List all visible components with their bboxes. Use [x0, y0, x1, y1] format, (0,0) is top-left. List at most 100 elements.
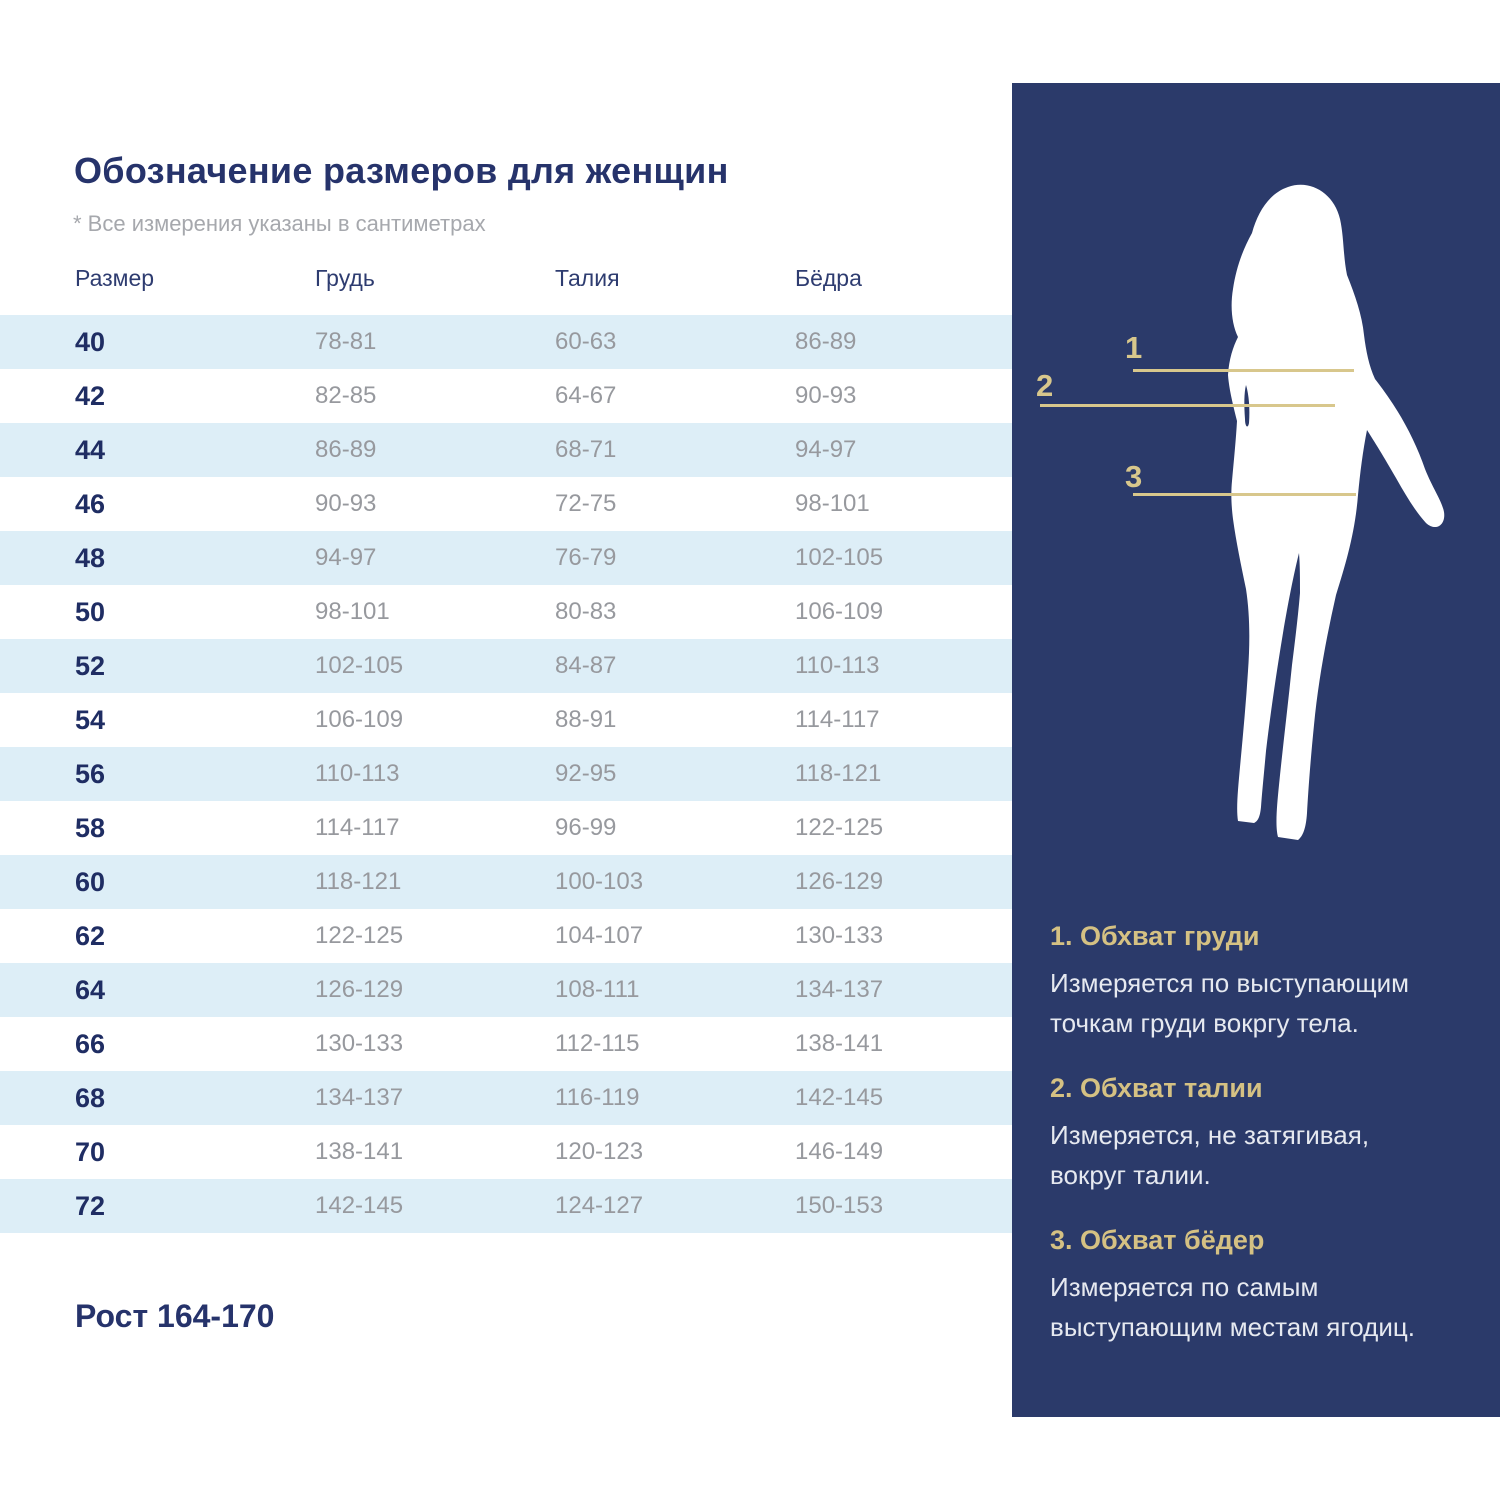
size-cell: 46 — [75, 488, 106, 519]
table-row: 70 138-141 120-123 146-149 — [0, 1125, 1012, 1179]
measure-cell: 72-75 — [555, 490, 617, 517]
waist-measure-line — [1040, 404, 1335, 407]
size-cell: 72 — [75, 1190, 106, 1221]
instruction-waist-title: 2. Обхват талии — [1050, 1073, 1263, 1103]
measure-cell: 138-141 — [315, 1138, 404, 1165]
instruction-hips: 3. Обхват бёдер Измеряется по самым выст… — [1050, 1223, 1474, 1347]
measure-cell: 96-99 — [555, 814, 617, 841]
measure-cell: 126-129 — [795, 868, 884, 895]
measure-cell: 98-101 — [315, 598, 390, 625]
size-cell: 42 — [75, 380, 106, 411]
measure-cell: 112-115 — [555, 1030, 640, 1057]
measure-cell: 94-97 — [795, 436, 857, 463]
measure-cell: 124-127 — [555, 1192, 644, 1219]
measure-cell: 68-71 — [555, 436, 617, 463]
column-header: Грудь — [315, 265, 375, 291]
measure-cell: 60-63 — [555, 328, 617, 355]
size-cell: 52 — [75, 650, 106, 681]
instruction-hips-title: 3. Обхват бёдер — [1050, 1225, 1265, 1255]
table-row: 50 98-101 80-83 106-109 — [0, 585, 1012, 639]
instruction-waist-text: Измеряется, не затягивая, вокруг талии. — [1050, 1120, 1370, 1190]
page-subtitle: * Все измерения указаны в сантиметрах — [73, 211, 486, 236]
measure-cell: 108-111 — [555, 976, 640, 1003]
measure-cell: 142-145 — [315, 1192, 404, 1219]
instruction-chest-text: Измеряется по выступающим точкам груди в… — [1050, 968, 1409, 1038]
measure-cell: 88-91 — [555, 706, 617, 733]
column-header: Бёдра — [795, 265, 862, 291]
measure-cell: 80-83 — [555, 598, 617, 625]
measure-cell: 134-137 — [315, 1084, 404, 1111]
hip-measure-line — [1133, 493, 1356, 496]
measure-cell: 110-113 — [795, 652, 880, 679]
measure-cell: 104-107 — [555, 922, 644, 949]
instruction-hips-text: Измеряется по самым выступающим местам я… — [1050, 1272, 1415, 1342]
measure-cell: 146-149 — [795, 1138, 884, 1165]
measure-cell: 106-109 — [315, 706, 404, 733]
measure-cell: 134-137 — [795, 976, 884, 1003]
column-header: Талия — [555, 265, 620, 291]
measure-cell: 130-133 — [315, 1030, 404, 1057]
measure-cell: 118-121 — [315, 868, 402, 895]
measure-cell: 106-109 — [795, 598, 884, 625]
measure-cell: 86-89 — [315, 436, 377, 463]
measure-cell: 126-129 — [315, 976, 404, 1003]
size-cell: 64 — [75, 974, 106, 1005]
instruction-waist: 2. Обхват талии Измеряется, не затягивая… — [1050, 1071, 1474, 1195]
measure-cell: 114-117 — [795, 706, 880, 733]
page-title: Обозначение размеров для женщин — [74, 150, 729, 191]
size-cell: 54 — [75, 704, 106, 735]
measure-cell: 92-95 — [555, 760, 617, 787]
measure-cell: 78-81 — [315, 328, 377, 355]
marker-label-3: 3 — [1125, 459, 1143, 494]
table-row: 40 78-81 60-63 86-89 — [0, 315, 1012, 369]
measure-cell: 150-153 — [795, 1192, 884, 1219]
measure-cell: 138-141 — [795, 1030, 884, 1057]
instruction-chest-title: 1. Обхват груди — [1050, 921, 1260, 951]
measure-cell: 90-93 — [315, 490, 377, 517]
table-row: 64 126-129 108-111 134-137 — [0, 963, 1012, 1017]
measure-cell: 98-101 — [795, 490, 870, 517]
table-row: 72 142-145 124-127 150-153 — [0, 1179, 1012, 1233]
measure-cell: 120-123 — [555, 1138, 644, 1165]
measure-cell: 86-89 — [795, 328, 857, 355]
table-row: 66 130-133 112-115 138-141 — [0, 1017, 1012, 1071]
size-cell: 60 — [75, 866, 106, 897]
marker-label-1: 1 — [1125, 330, 1143, 365]
measurement-panel: 1 2 3 1. Обхват груди Измеряется по выст… — [1012, 83, 1500, 1417]
size-cell: 44 — [75, 434, 106, 465]
table-row: 44 86-89 68-71 94-97 — [0, 423, 1012, 477]
size-cell: 48 — [75, 542, 106, 573]
chest-measure-line — [1133, 369, 1354, 372]
table-row: 62 122-125 104-107 130-133 — [0, 909, 1012, 963]
measure-cell: 102-105 — [315, 652, 404, 679]
measure-cell: 118-121 — [795, 760, 882, 787]
table-row: 52 102-105 84-87 110-113 — [0, 639, 1012, 693]
measure-cell: 122-125 — [795, 814, 884, 841]
table-row: 42 82-85 64-67 90-93 — [0, 369, 1012, 423]
table-row: 60 118-121 100-103 126-129 — [0, 855, 1012, 909]
measure-cell: 94-97 — [315, 544, 377, 571]
measure-cell: 116-119 — [555, 1084, 640, 1111]
measure-cell: 84-87 — [555, 652, 617, 679]
measure-cell: 76-79 — [555, 544, 617, 571]
measure-cell: 114-117 — [315, 814, 400, 841]
size-cell: 66 — [75, 1028, 106, 1059]
table-row: 68 134-137 116-119 142-145 — [0, 1071, 1012, 1125]
table-row: 46 90-93 72-75 98-101 — [0, 477, 1012, 531]
size-cell: 68 — [75, 1082, 106, 1113]
measure-cell: 64-67 — [555, 382, 617, 409]
size-cell: 50 — [75, 596, 106, 627]
table-row: 54 106-109 88-91 114-117 — [0, 693, 1012, 747]
measure-cell: 90-93 — [795, 382, 857, 409]
table-row: 58 114-117 96-99 122-125 — [0, 801, 1012, 855]
measure-cell: 82-85 — [315, 382, 377, 409]
measure-cell: 110-113 — [315, 760, 400, 787]
size-cell: 58 — [75, 812, 106, 843]
measurement-instructions: 1. Обхват груди Измеряется по выступающи… — [1050, 919, 1474, 1375]
size-table-header: Размер Грудь Талия Бёдра — [0, 265, 1012, 292]
column-header: Размер — [75, 265, 155, 291]
table-row: 48 94-97 76-79 102-105 — [0, 531, 1012, 585]
size-cell: 56 — [75, 758, 106, 789]
measure-cell: 100-103 — [555, 868, 644, 895]
marker-label-2: 2 — [1036, 368, 1054, 403]
